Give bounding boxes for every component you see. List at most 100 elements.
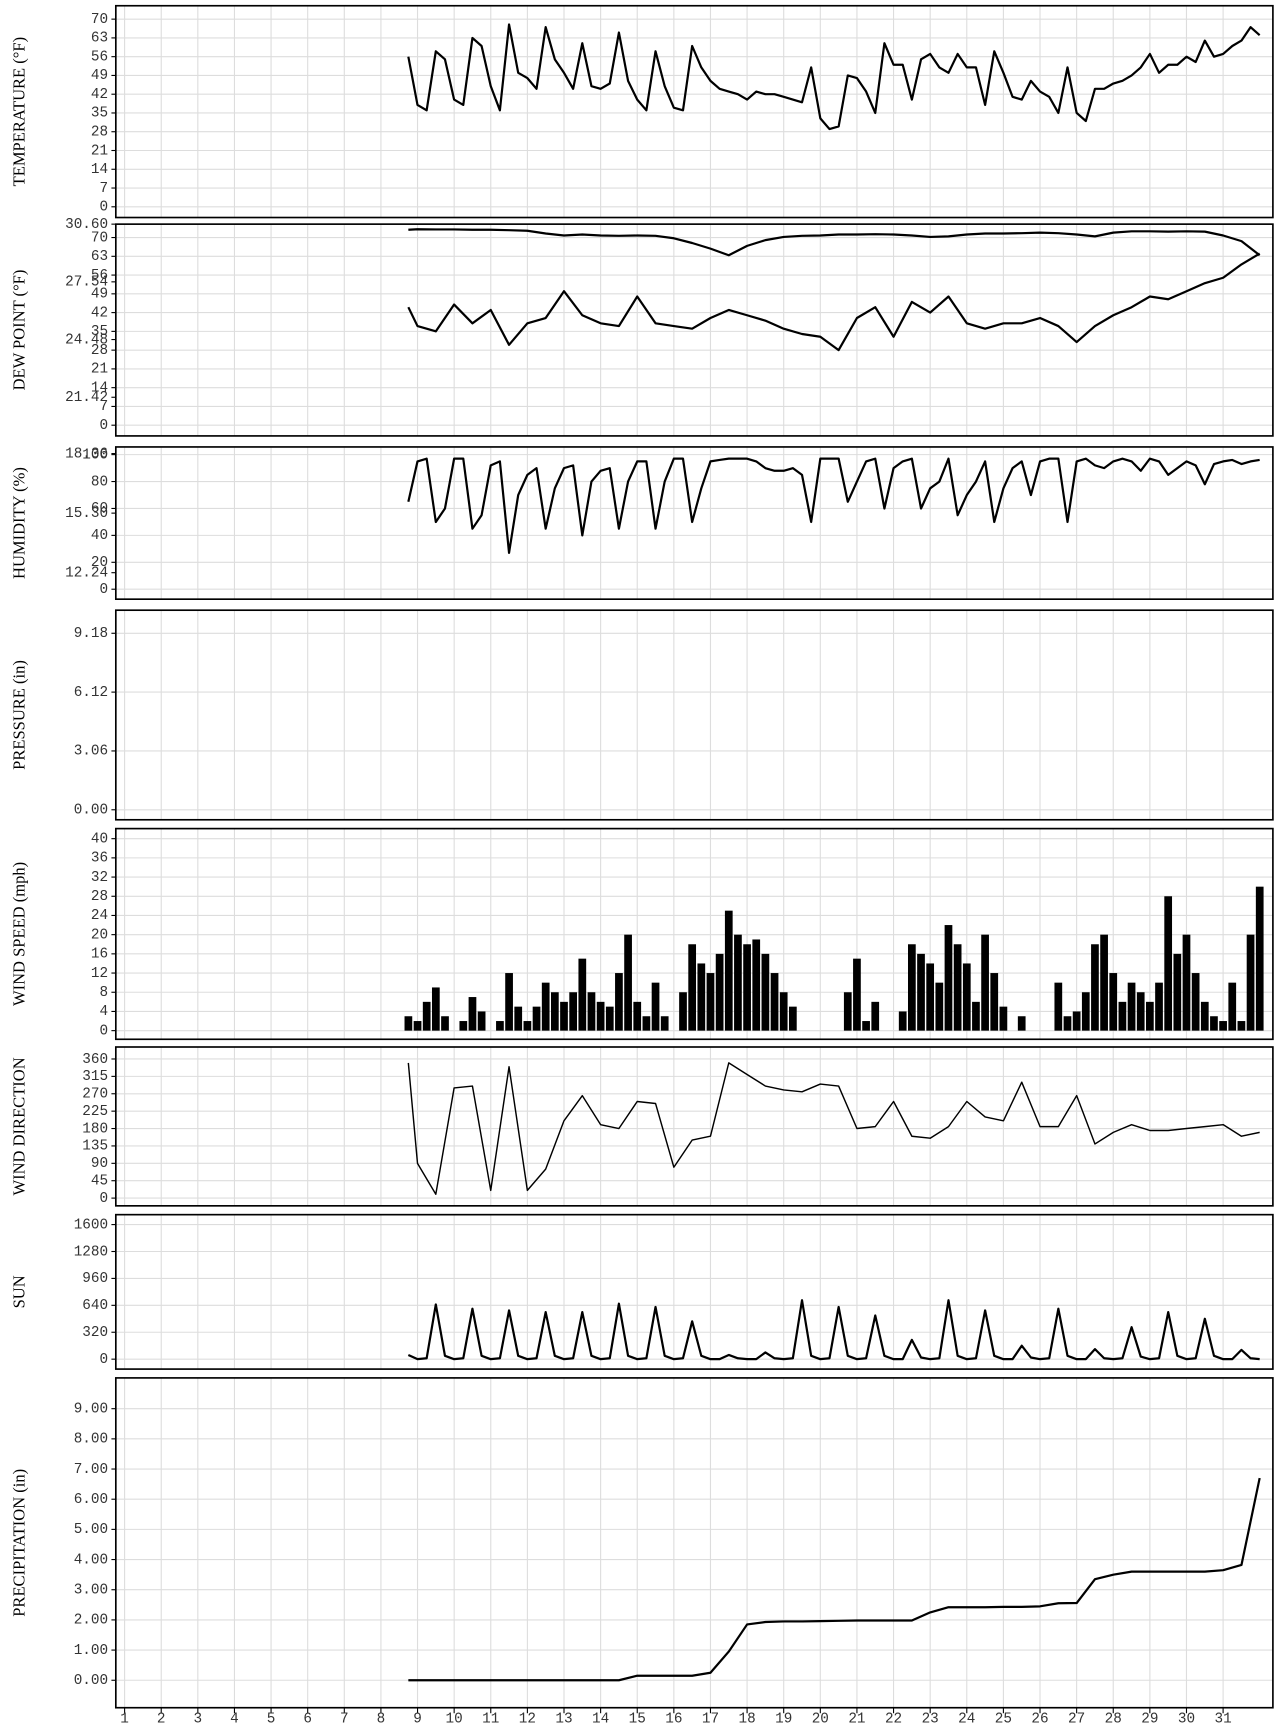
bar	[706, 973, 715, 1031]
y2-tick-label: 21.42	[65, 390, 108, 406]
plot-frame	[114, 4, 1274, 219]
panel: 0 320 640 960 1280 1600 SUN	[9, 1213, 1274, 1370]
y-tick-label: 24	[91, 908, 108, 924]
bar	[1246, 934, 1255, 1031]
bar	[1100, 934, 1108, 1031]
plot-frame	[114, 1213, 1274, 1370]
y-axis-label: DEW POINT (°F)	[9, 270, 28, 391]
y-tick-label: 640	[82, 1298, 108, 1314]
bar	[1091, 944, 1099, 1031]
y-axis-label: WIND SPEED (mph)	[9, 862, 28, 1006]
y-tick-label: 36	[91, 851, 108, 867]
bar	[615, 973, 623, 1031]
bar	[477, 1011, 486, 1031]
y-tick-label: 21	[91, 143, 108, 159]
x-tick-label: 2	[157, 1712, 166, 1728]
y-tick-label: 8.00	[74, 1432, 108, 1448]
y-tick-label: 9.18	[74, 626, 108, 642]
plot-frame	[114, 446, 1274, 600]
y-tick-label: 49	[91, 68, 108, 84]
y-tick-label: 135	[82, 1139, 108, 1155]
bar	[605, 1006, 614, 1031]
y-tick-label: 28	[91, 125, 108, 141]
plot-frame	[114, 609, 1274, 821]
y-tick-label: 16	[91, 947, 108, 963]
bar	[734, 934, 742, 1031]
y-tick-label: 0	[99, 200, 108, 216]
data-line	[408, 228, 1261, 257]
data-line	[407, 252, 1261, 352]
y2-tick-label: 30.60	[65, 217, 108, 233]
data-line	[407, 1299, 1260, 1361]
bar	[1155, 982, 1163, 1031]
bar	[532, 1006, 541, 1031]
plot-frame	[114, 1377, 1274, 1709]
x-tick-label: 13	[555, 1712, 572, 1728]
y-tick-label: 4	[99, 1004, 108, 1020]
plot-frame	[114, 827, 1274, 1041]
data-line	[407, 1062, 1260, 1195]
x-tick-label: 24	[958, 1712, 975, 1728]
y-tick-label: 70	[91, 230, 108, 246]
bar	[1255, 886, 1264, 1031]
x-tick-label: 12	[519, 1712, 536, 1728]
bar	[642, 1016, 651, 1031]
bar	[514, 1006, 523, 1031]
bar	[660, 1016, 669, 1031]
bar	[871, 1001, 880, 1031]
bar	[788, 1006, 797, 1031]
bar	[743, 944, 751, 1031]
bar	[944, 925, 953, 1031]
y-axis-label: PRESSURE (in)	[9, 660, 28, 770]
panel: 1 2 3 4 5 6 7 8 9 10 11 12 13 14 15 16 17 18 19 20 21 22 23 24 2…	[9, 1377, 1274, 1728]
bar	[679, 992, 687, 1031]
y-tick-label: 63	[91, 31, 108, 47]
x-tick-label: 21	[848, 1712, 865, 1728]
data-line	[408, 1477, 1261, 1682]
y-tick-label: 90	[91, 1156, 108, 1172]
bar	[1173, 953, 1182, 1031]
y-tick-label: 49	[91, 287, 108, 303]
data-line	[407, 457, 1260, 554]
bar	[1017, 1016, 1026, 1031]
y-tick-label: 0	[99, 582, 108, 598]
y-axis-label: TEMPERATURE (°F)	[9, 37, 28, 186]
bar	[907, 944, 916, 1031]
y-tick-label: 315	[82, 1069, 108, 1085]
bar	[1191, 973, 1200, 1031]
panel: 0.00 3.06 6.12 9.18 PRESSURE (in)	[9, 609, 1274, 821]
bar	[1200, 1001, 1209, 1031]
x-tick-label: 1	[120, 1712, 129, 1728]
x-tick-label: 11	[482, 1712, 499, 1728]
y2-tick-label: 18.36	[65, 446, 108, 462]
panel: 0 7 14 21 28 35 42 49 56 63 70 TEMPERATURE (°F)	[9, 4, 1274, 219]
bar	[999, 1006, 1008, 1031]
y-tick-label: 5.00	[74, 1522, 108, 1538]
bar	[624, 934, 632, 1031]
bar	[779, 992, 788, 1031]
y-axis-label: PRECIPITATION (in)	[9, 1469, 28, 1617]
y-tick-label: 12	[91, 966, 108, 982]
y-tick-label: 45	[91, 1173, 108, 1189]
bar	[697, 963, 706, 1031]
bar	[569, 992, 578, 1031]
x-tick-label: 6	[303, 1712, 312, 1728]
bar	[578, 958, 587, 1031]
bar	[1127, 982, 1136, 1031]
x-tick-label: 9	[413, 1712, 422, 1728]
bar	[587, 992, 596, 1031]
bar	[853, 958, 861, 1031]
y-tick-label: 7	[99, 399, 108, 415]
bar	[459, 1021, 468, 1031]
y-axis-label: HUMIDITY (%)	[9, 467, 28, 579]
y-tick-label: 40	[91, 831, 108, 847]
bar	[990, 973, 999, 1031]
x-tick-label: 16	[665, 1712, 682, 1728]
y-axis-label: WIND DIRECTION	[9, 1057, 28, 1195]
y-tick-label: 28	[91, 343, 108, 359]
x-tick-label: 27	[1068, 1712, 1085, 1728]
bar	[715, 953, 724, 1031]
bar	[596, 1001, 605, 1031]
